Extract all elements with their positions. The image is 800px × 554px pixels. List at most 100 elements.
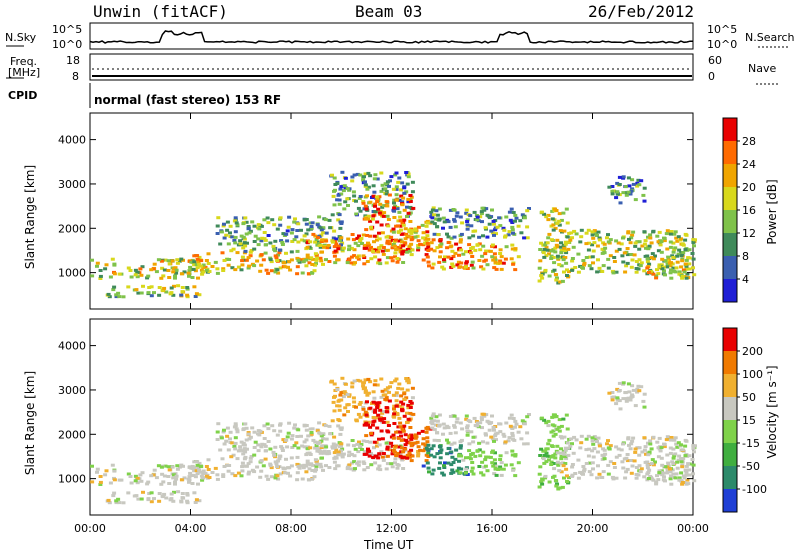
velocity-cell: [633, 447, 638, 451]
power-cell: [550, 209, 555, 213]
power-cell: [455, 263, 460, 267]
velocity-cell: [318, 432, 323, 436]
colorbar-tick-label: 4: [742, 273, 749, 286]
power-cell: [561, 211, 566, 215]
power-cell: [117, 295, 122, 299]
velocity-cell: [470, 466, 475, 470]
velocity-cell: [213, 466, 218, 470]
velocity-cell: [557, 429, 562, 433]
power-cell: [298, 258, 303, 262]
power-cell: [396, 230, 401, 234]
power-cell: [458, 238, 463, 242]
velocity-cell: [590, 439, 595, 443]
power-cell: [429, 247, 434, 251]
velocity-cell: [246, 431, 251, 434]
power-cell: [356, 257, 361, 261]
power-cell: [221, 269, 226, 272]
velocity-cell: [366, 447, 370, 451]
velocity-cell: [436, 439, 441, 443]
power-cell: [654, 276, 659, 280]
power-cell: [353, 241, 358, 245]
power-cell: [355, 255, 360, 259]
power-cell: [333, 240, 338, 244]
power-cell: [112, 285, 117, 289]
power-cell: [681, 251, 686, 254]
velocity-cell: [234, 427, 239, 431]
velocity-cell: [485, 441, 490, 445]
power-cell: [642, 199, 647, 203]
velocity-cell: [139, 497, 144, 501]
velocity-cell: [674, 442, 679, 446]
velocity-cell: [166, 465, 171, 469]
velocity-cell: [556, 462, 561, 466]
velocity-cell: [387, 399, 392, 403]
power-cell: [363, 204, 368, 208]
power-cell: [625, 247, 630, 250]
velocity-cell: [683, 454, 688, 458]
velocity-cell: [437, 466, 442, 470]
power-cell: [171, 270, 176, 274]
colorbar-tick-label: 12: [742, 227, 756, 240]
velocity-cell: [193, 475, 198, 479]
velocity-cell: [375, 383, 380, 387]
power-cell: [673, 246, 678, 250]
velocity-cell: [408, 441, 413, 445]
velocity-cell: [379, 450, 384, 454]
cpid-label: CPID: [8, 89, 38, 102]
velocity-cell: [510, 434, 515, 438]
velocity-cell: [157, 492, 162, 495]
velocity-cell: [110, 463, 115, 467]
velocity-cell: [438, 445, 443, 449]
power-cell: [345, 187, 350, 191]
power-cell: [258, 269, 263, 273]
power-cell: [621, 175, 626, 179]
power-cell: [659, 240, 664, 244]
velocity-cell: [394, 399, 399, 403]
velocity-cell: [239, 440, 244, 444]
velocity-cell: [464, 456, 468, 460]
velocity-cell: [321, 437, 326, 441]
power-cell: [379, 189, 384, 193]
velocity-cell: [662, 475, 666, 479]
power-cell: [98, 274, 103, 278]
power-cell: [676, 252, 681, 256]
power-cell: [665, 229, 670, 233]
power-cell: [626, 176, 631, 180]
velocity-cell: [579, 441, 584, 445]
velocity-cell: [273, 476, 278, 480]
velocity-cell: [330, 419, 335, 423]
power-cell: [269, 260, 274, 264]
velocity-cell: [235, 429, 240, 433]
power-cell: [409, 195, 414, 199]
velocity-cell: [558, 435, 563, 439]
velocity-cell: [509, 463, 514, 467]
power-cell: [402, 191, 407, 195]
power-cell: [103, 267, 108, 271]
velocity-cell: [470, 461, 475, 464]
velocity-cell: [327, 424, 332, 428]
power-colorbar-label: Power [dB]: [765, 179, 779, 245]
y-tick-label: 1000: [58, 267, 86, 280]
velocity-cell: [480, 460, 485, 464]
velocity-cell: [410, 454, 415, 458]
power-cell: [259, 253, 264, 257]
velocity-cell: [403, 447, 408, 451]
velocity-cell: [467, 442, 472, 446]
power-cell: [492, 222, 496, 226]
velocity-cell: [352, 460, 357, 464]
power-cell: [564, 261, 569, 265]
velocity-cell: [319, 439, 324, 443]
velocity-cell: [391, 436, 396, 440]
power-cell: [366, 243, 371, 247]
power-cell: [392, 216, 397, 219]
velocity-cell: [539, 480, 544, 484]
power-cell: [626, 230, 631, 234]
velocity-cell: [401, 402, 406, 406]
power-cell: [675, 254, 680, 258]
velocity-cell: [376, 467, 381, 471]
velocity-cell: [182, 476, 187, 480]
power-cell: [687, 262, 692, 266]
colorbar-tick-label: 16: [742, 204, 756, 217]
power-cell: [450, 249, 455, 253]
